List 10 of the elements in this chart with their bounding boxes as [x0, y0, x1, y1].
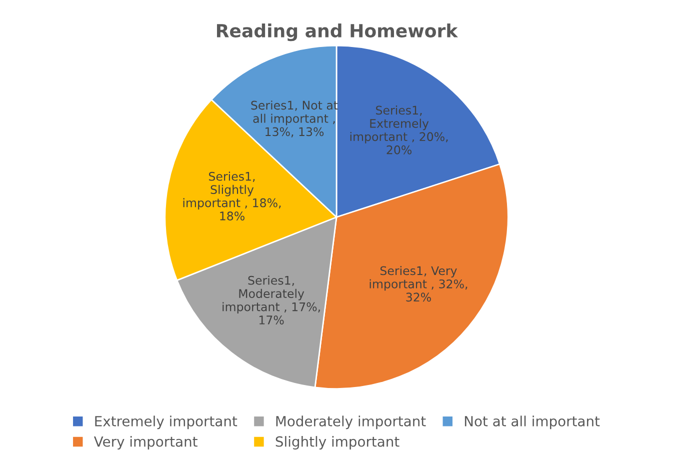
chart-title: Reading and Homework — [216, 24, 458, 42]
legend-label: Very important — [94, 436, 198, 450]
legend-label: Slightly important — [276, 436, 400, 450]
data-label: Series1, Extremely important , 20%, 20% — [350, 106, 448, 154]
legend-label: Extremely important — [95, 416, 238, 430]
data-label: Series1, Slightly important , 18%, 18% — [183, 172, 281, 220]
legend-label: Not at all important — [464, 416, 600, 430]
legend-label: Moderately important — [276, 416, 426, 430]
data-label: Series1, Moderately important , 17%, 17% — [222, 276, 320, 324]
data-label: Series1, Very important , 32%, 32% — [370, 266, 468, 302]
